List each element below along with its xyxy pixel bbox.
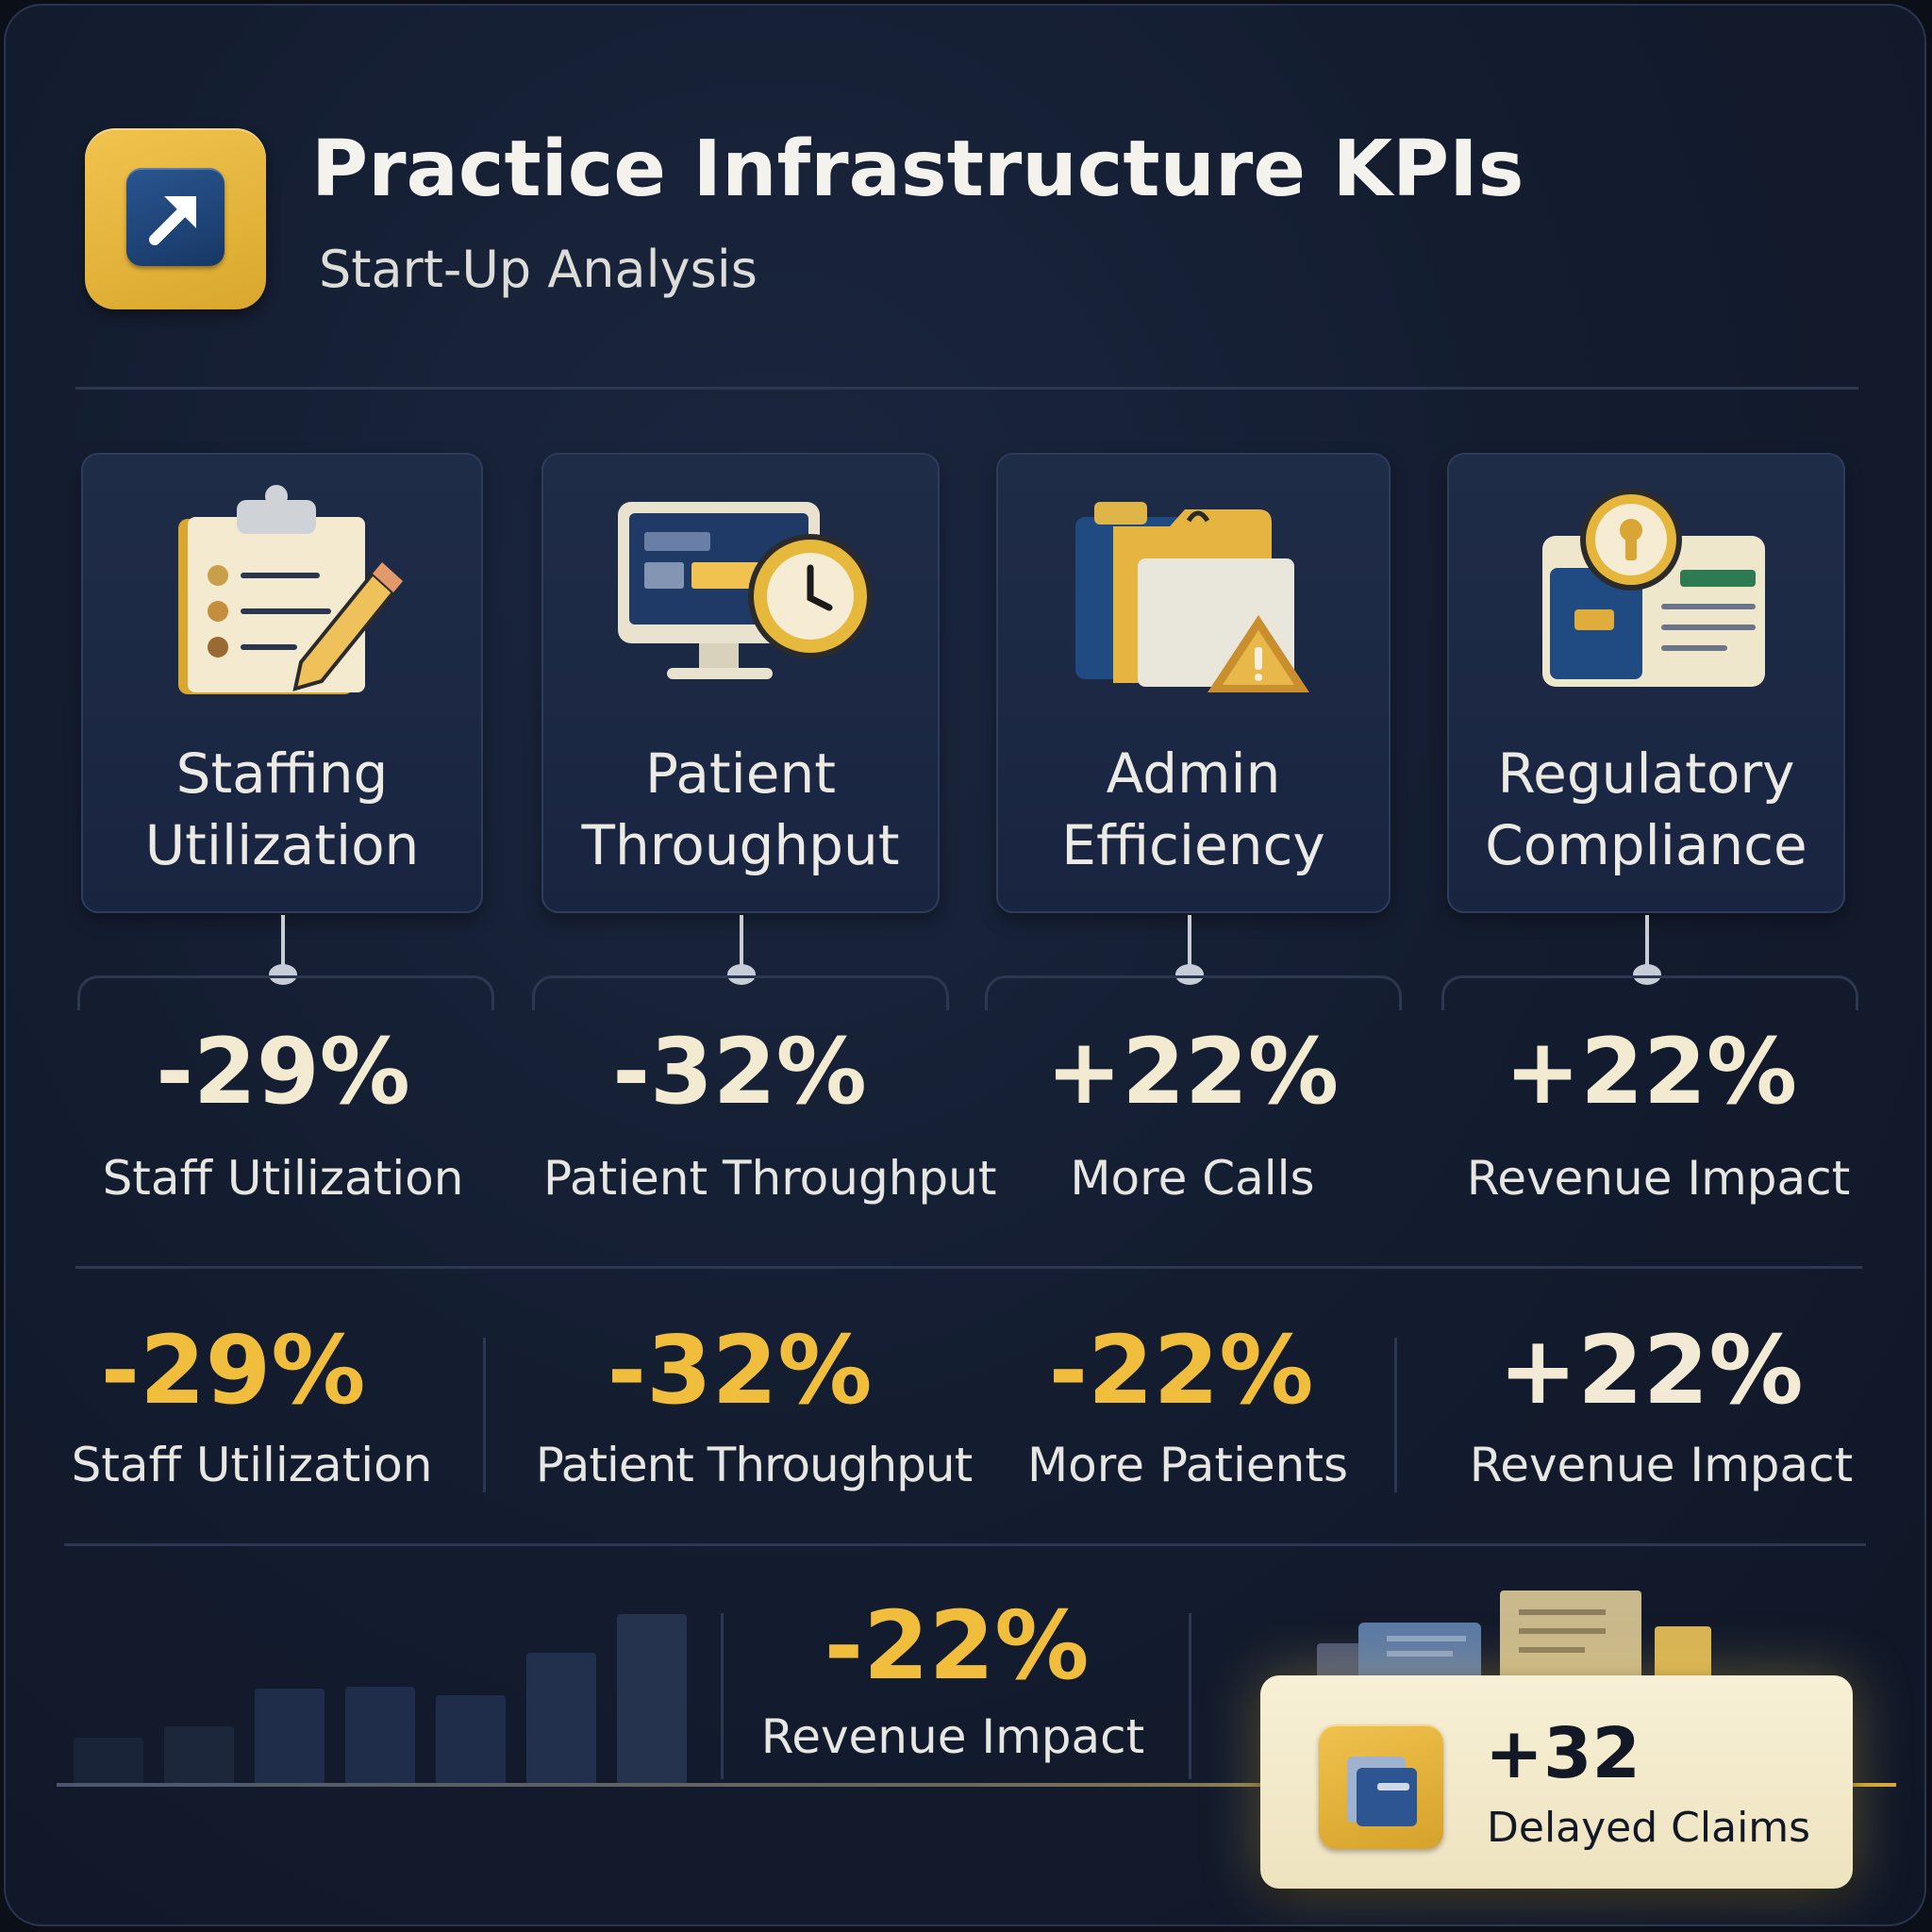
stacked-files-icon xyxy=(1317,1591,1711,1681)
column-separator xyxy=(483,1338,486,1492)
kpi-bracket xyxy=(1441,975,1858,1010)
kpi2-value-revenue: +22% xyxy=(1498,1315,1804,1425)
sparkline-bar xyxy=(526,1653,596,1783)
section-divider xyxy=(64,1543,1866,1546)
page-subtitle: Start-Up Analysis xyxy=(319,240,758,299)
sparkline-bar xyxy=(617,1614,687,1783)
category-label: Admin Efficiency xyxy=(1061,741,1325,877)
kpi2-label-revenue: Revenue Impact xyxy=(1469,1438,1854,1492)
app-logo xyxy=(85,128,266,309)
bar-sparkline xyxy=(74,1607,687,1783)
revenue-impact-value: -22% xyxy=(824,1591,1090,1701)
category-label: Staffing Utilization xyxy=(144,741,420,877)
connector-knob xyxy=(1633,964,1661,985)
connector-line xyxy=(1188,915,1191,968)
connector-knob xyxy=(727,964,756,985)
kpi-label-staff: Staff Utilization xyxy=(102,1151,464,1206)
category-card-staffing: Staffing Utilization xyxy=(81,453,483,913)
connector-knob xyxy=(1175,964,1204,985)
column-separator xyxy=(1394,1338,1397,1492)
category-label: Patient Throughput xyxy=(581,741,900,877)
kpi-value-calls: +22% xyxy=(1045,1019,1340,1124)
section-divider xyxy=(75,1266,1862,1269)
kpi-value-revenue: +22% xyxy=(1504,1019,1798,1124)
sparkline-bar xyxy=(345,1687,415,1783)
kpi-value-staff: -29% xyxy=(156,1019,410,1124)
kpi-bracket xyxy=(985,975,1402,1010)
column-separator xyxy=(1189,1613,1191,1779)
page-title: Practice Infrastructure KPIs xyxy=(311,125,1524,214)
kpi2-label-staff: Staff Utilization xyxy=(71,1438,433,1492)
connector-line xyxy=(740,915,743,968)
category-card-compliance: Regulatory Compliance xyxy=(1447,453,1845,913)
kpi-label-calls: More Calls xyxy=(1070,1151,1315,1206)
kpi2-label-throughput: Patient Throughput xyxy=(535,1438,973,1492)
dashboard-panel: Practice Infrastructure KPIs Start-Up An… xyxy=(4,4,1926,1926)
category-card-throughput: Patient Throughput xyxy=(541,453,940,913)
revenue-impact-label: Revenue Impact xyxy=(760,1709,1145,1764)
sparkline-bar xyxy=(164,1726,234,1783)
baseline-axis xyxy=(57,1783,1896,1787)
kpi2-value-throughput: -32% xyxy=(607,1315,873,1425)
sparkline-bar xyxy=(74,1738,143,1783)
kpi-value-throughput: -32% xyxy=(612,1019,867,1124)
kpi2-label-patients: More Patients xyxy=(1027,1438,1348,1492)
category-card-admin: Admin Efficiency xyxy=(996,453,1391,913)
sparkline-bar xyxy=(255,1689,325,1783)
arrow-up-right-icon xyxy=(126,168,225,266)
monitor-clock-icon xyxy=(618,502,873,679)
connector-line xyxy=(281,915,285,968)
kpi2-value-staff: -29% xyxy=(100,1315,366,1425)
folder-warning-icon xyxy=(1075,502,1309,692)
column-separator xyxy=(721,1613,724,1779)
delayed-claims-card: +32 Delayed Claims xyxy=(1260,1675,1853,1889)
delayed-claims-value: +32 xyxy=(1485,1713,1641,1794)
header-divider xyxy=(75,387,1858,390)
kpi2-value-patients: -22% xyxy=(1048,1315,1314,1425)
folder-icon xyxy=(1319,1724,1443,1849)
kpi-bracket xyxy=(532,975,949,1010)
kpi-label-revenue: Revenue Impact xyxy=(1466,1151,1851,1206)
kpi-bracket xyxy=(77,975,494,1010)
clipboard-pencil-icon xyxy=(178,485,403,694)
connector-knob xyxy=(269,964,297,985)
sparkline-bar xyxy=(436,1695,506,1783)
delayed-claims-label: Delayed Claims xyxy=(1487,1804,1811,1852)
id-card-lock-icon xyxy=(1542,489,1765,687)
connector-line xyxy=(1645,915,1649,968)
category-label: Regulatory Compliance xyxy=(1485,741,1807,877)
kpi-label-throughput: Patient Throughput xyxy=(543,1151,997,1206)
